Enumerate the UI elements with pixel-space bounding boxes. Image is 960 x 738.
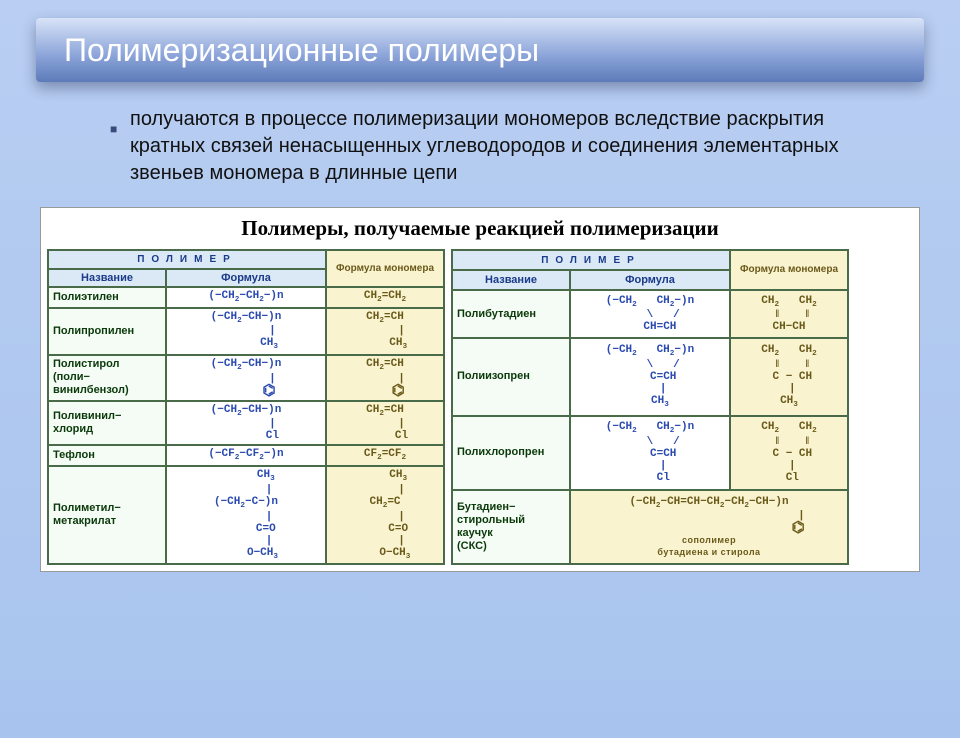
polymer-name: Полиэтилен: [48, 287, 166, 308]
polymer-formula: (−CH2−CH−)n | CH3: [166, 308, 326, 355]
hdr-name-right: Название: [452, 270, 570, 289]
table-row: Полиэтилен(−CH2−CH2−)nCH2=CH2: [48, 287, 444, 308]
slide-subtitle: получаются в процессе полимеризации моно…: [130, 106, 900, 187]
polymer-name: Полиизопрен: [452, 338, 570, 415]
monomer-formula: CH2=CH | CH3: [326, 308, 444, 355]
table-row: Полистирол(поли−винилбензол)(−CH2−CH−)n …: [48, 355, 444, 401]
table-title: Полимеры, получаемые реакцией полимериза…: [47, 212, 913, 249]
hdr-monomer-left: Формула мономера: [326, 250, 444, 287]
hdr-polymer-right: ПОЛИМЕР: [452, 250, 730, 270]
table-row: Поливинил−хлорид(−CH2−CH−)n | ClCH2=CH |…: [48, 401, 444, 446]
slide-title: Полимеризационные полимеры: [36, 18, 924, 82]
polymer-formula: (−CH2−CH2−)n: [166, 287, 326, 308]
polymer-formula: CH3 |(−CH2−C−)n | C=O | O−CH3: [166, 466, 326, 564]
table-row: Полиметил−метакрилат CH3 |(−CH2−C−)n | C…: [48, 466, 444, 564]
bullet-icon: ■: [110, 122, 117, 136]
monomer-formula: CH2 CH2 ‖ ‖ C − CH | Cl: [730, 416, 848, 490]
polymer-formula: (−CH2 CH2−)n \ / C=CH | CH3: [570, 338, 730, 415]
table-row: Бутадиен−стирольныйкаучук(СКС)(−CH2−CH=C…: [452, 490, 848, 564]
polymer-name: Полибутадиен: [452, 290, 570, 338]
polymer-name: Полистирол(поли−винилбензол): [48, 355, 166, 401]
polymer-formula: (−CH2 CH2−)n \ / CH=CH: [570, 290, 730, 338]
hdr-monomer-right: Формула мономера: [730, 250, 848, 290]
monomer-formula: CH2 CH2 ‖ ‖ C − CH |CH3: [730, 338, 848, 415]
polymer-name: Поливинил−хлорид: [48, 401, 166, 446]
table-row: Полихлоропрен(−CH2 CH2−)n \ / C=CH | ClC…: [452, 416, 848, 490]
polymer-formula: (−CH2−CH−)n | ⌬: [166, 355, 326, 401]
hdr-formula-right: Формула: [570, 270, 730, 289]
polymer-name: Полиметил−метакрилат: [48, 466, 166, 564]
polymer-table-left: ПОЛИМЕР Формула мономера Название Формул…: [47, 249, 445, 565]
monomer-formula: CF2=CF2: [326, 445, 444, 466]
monomer-formula: CH2=CH | Cl: [326, 401, 444, 446]
polymer-formula: (−CF2−CF2−)n: [166, 445, 326, 466]
hdr-polymer-left: ПОЛИМЕР: [48, 250, 326, 269]
polymer-table-container: Полимеры, получаемые реакцией полимериза…: [40, 207, 920, 572]
polymer-name: Бутадиен−стирольныйкаучук(СКС): [452, 490, 570, 564]
monomer-formula: CH2=CH2: [326, 287, 444, 308]
polymer-name: Полихлоропрен: [452, 416, 570, 490]
polymer-formula: (−CH2 CH2−)n \ / C=CH | Cl: [570, 416, 730, 490]
polymer-formula: (−CH2−CH−)n | Cl: [166, 401, 326, 446]
table-row: Полибутадиен(−CH2 CH2−)n \ / CH=CHCH2 CH…: [452, 290, 848, 338]
hdr-name-left: Название: [48, 269, 166, 287]
monomer-formula: CH2=CH | ⌬: [326, 355, 444, 401]
polymer-table-right: ПОЛИМЕР Формула мономера Название Формул…: [451, 249, 849, 565]
copolymer-formula: (−CH2−CH=CH−CH2−CH2−CH−)n | ⌬сополимербу…: [570, 490, 848, 564]
table-row: Полиизопрен(−CH2 CH2−)n \ / C=CH | CH3CH…: [452, 338, 848, 415]
hdr-formula-left: Формула: [166, 269, 326, 287]
polymer-name: Тефлон: [48, 445, 166, 466]
monomer-formula: CH3 |CH2=C | C=O | O−CH3: [326, 466, 444, 564]
polymer-name: Полипропилен: [48, 308, 166, 355]
table-row: Тефлон(−CF2−CF2−)nCF2=CF2: [48, 445, 444, 466]
monomer-formula: CH2 CH2 ‖ ‖CH−CH: [730, 290, 848, 338]
table-row: Полипропилен(−CH2−CH−)n | CH3CH2=CH | CH…: [48, 308, 444, 355]
